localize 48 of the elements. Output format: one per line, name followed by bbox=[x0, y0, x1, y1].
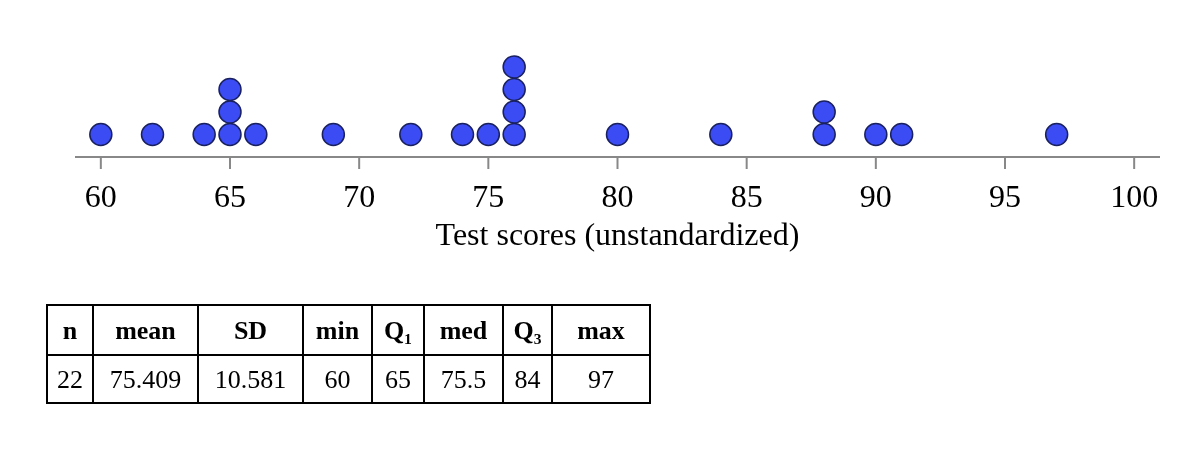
text: mean bbox=[115, 316, 177, 345]
point bbox=[502, 122, 526, 147]
point bbox=[218, 100, 242, 124]
text: 60 bbox=[324, 365, 351, 394]
x-tick-label: 70 bbox=[343, 178, 376, 214]
text: 75.5 bbox=[440, 365, 487, 394]
point bbox=[450, 122, 475, 147]
x-tick-label: 75 bbox=[472, 178, 505, 214]
point bbox=[502, 100, 526, 124]
point bbox=[140, 122, 165, 147]
point bbox=[244, 122, 268, 147]
x-tick-label: 95 bbox=[989, 178, 1021, 214]
point bbox=[812, 122, 836, 147]
x-tick-label: 60 bbox=[84, 178, 117, 214]
text: med bbox=[439, 316, 488, 345]
text: 65 bbox=[385, 365, 411, 394]
point bbox=[476, 122, 501, 147]
text: 22 bbox=[57, 365, 83, 394]
point bbox=[218, 77, 242, 102]
text: 10.581 bbox=[214, 365, 287, 394]
x-axis-title: Test scores (unstandardized) bbox=[435, 216, 800, 252]
point bbox=[502, 77, 526, 102]
point bbox=[502, 55, 526, 79]
point bbox=[321, 122, 346, 147]
text: Q₃ bbox=[513, 316, 542, 345]
point bbox=[218, 122, 242, 147]
x-tick-label: 100 bbox=[1110, 178, 1159, 214]
text: n bbox=[62, 316, 78, 345]
x-tick-label: 65 bbox=[214, 178, 246, 214]
text: 84 bbox=[514, 365, 541, 394]
x-tick-label: 90 bbox=[859, 178, 892, 214]
point bbox=[812, 100, 836, 124]
point bbox=[1044, 122, 1069, 147]
text: min bbox=[315, 316, 360, 345]
point bbox=[605, 122, 630, 147]
text: SD bbox=[233, 316, 268, 345]
text: max bbox=[577, 316, 625, 345]
point bbox=[709, 122, 733, 147]
point bbox=[399, 122, 423, 147]
x-tick-label: 80 bbox=[601, 178, 634, 214]
x-tick-label: 85 bbox=[730, 178, 763, 214]
point bbox=[89, 122, 113, 147]
point bbox=[889, 122, 914, 147]
text: Q₁ bbox=[383, 316, 413, 345]
text: 75.409 bbox=[109, 365, 182, 394]
point bbox=[864, 122, 888, 147]
text: 97 bbox=[588, 365, 614, 394]
point bbox=[192, 122, 216, 147]
